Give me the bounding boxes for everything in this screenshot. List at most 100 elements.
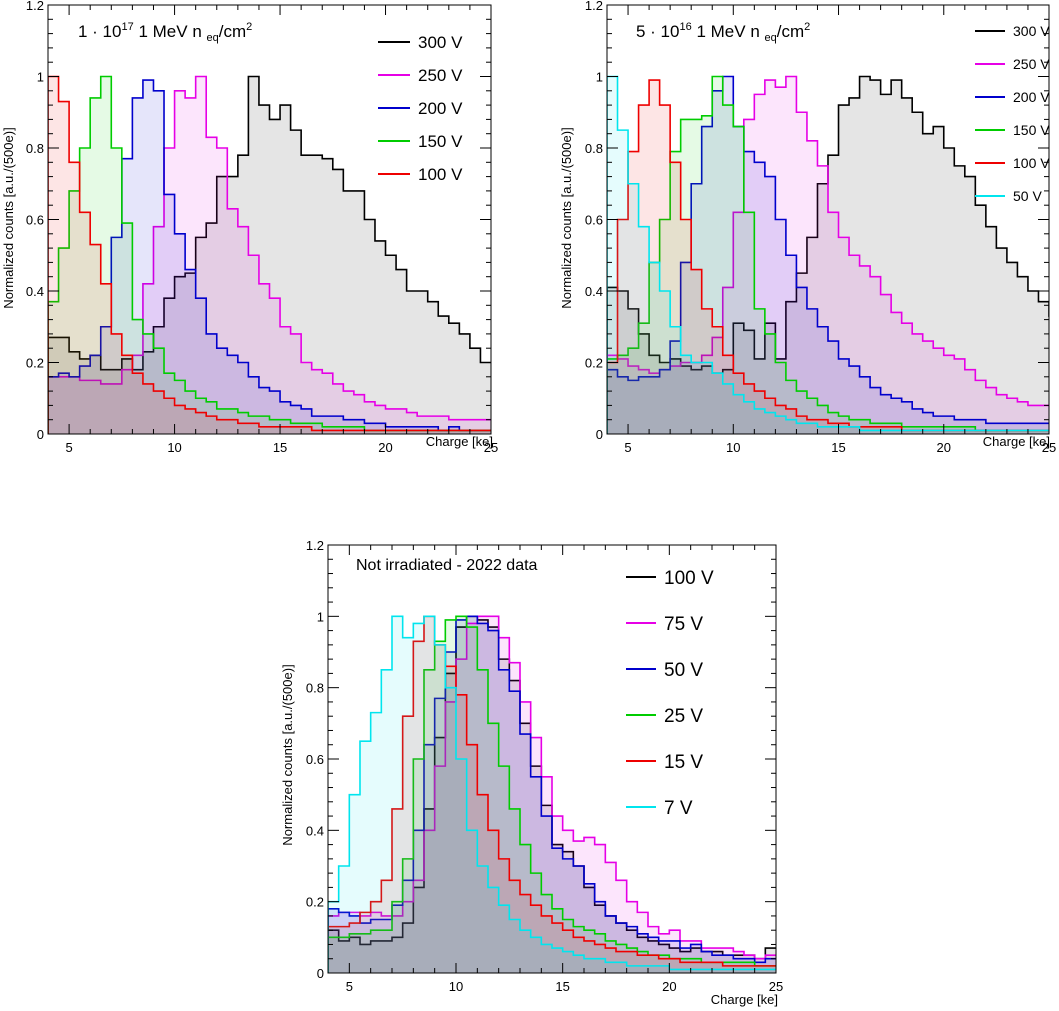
- panel-1: 1 · 1017 1 MeV n eq/cm2 Charge [ke] Norm…: [1, 0, 498, 455]
- panel-1-series-250v-fill: [48, 76, 491, 434]
- panel-2-tick-labels: 5 10 15 20 25 0 0.2 0.4 0.6 0.8 1 1.2: [585, 0, 1056, 455]
- panel-1-plot-area: [48, 75, 491, 434]
- panel-1-series-200v-fill: [48, 80, 491, 434]
- panel-1-legend-label-150v: 150 V: [418, 132, 463, 151]
- panel-1-series-100v-line: [48, 75, 491, 434]
- panel-1-legend-label-300v: 300 V: [418, 33, 463, 52]
- panel-2-series-150v-line: [607, 75, 1049, 434]
- panel-3-tick-labels: 5 10 15 20 25 0 0.2 0.4 0.6 0.8 1 1.2: [306, 538, 783, 994]
- panel-2-x-tick-label: 15: [831, 440, 845, 455]
- panel-3-legend-label-75v: 75 V: [664, 614, 703, 635]
- panel-1-series-100v-fill: [48, 76, 491, 434]
- panel-3-series-25v-fill: [328, 616, 776, 973]
- panel-2-legend-label-150v: 150 V: [1013, 122, 1050, 138]
- panel-1-title: 1 · 1017 1 MeV n eq/cm2: [78, 21, 252, 44]
- panel-1-y-tick-label: 1.2: [26, 0, 44, 13]
- panel-2-legend-label-250v: 250 V: [1013, 56, 1050, 72]
- panel-1-series-150v-fill: [48, 76, 491, 434]
- panel-1-legend: 300 V 250 V 200 V 150 V 100 V: [378, 33, 463, 184]
- panel-1-x-tick-label: 15: [273, 440, 287, 455]
- panel-1-y-tick-label: 0: [37, 427, 44, 442]
- panel-1-y-tick-label: 0.8: [26, 141, 44, 156]
- panel-2-series-50v-fill: [607, 76, 1049, 434]
- panel-1-y-tick-label: 1: [37, 70, 44, 85]
- panel-2: 5 · 1016 1 MeV n eq/cm2 Charge [ke] Norm…: [559, 0, 1056, 455]
- panel-3-legend-label-50v: 50 V: [664, 660, 703, 681]
- panel-3-y-tick-label: 1: [317, 609, 324, 624]
- panel-1-frame: [47, 4, 492, 435]
- panel-1-y-tick-label: 0.6: [26, 213, 44, 228]
- panel-1-y-tick-label: 0.4: [26, 284, 44, 299]
- panel-2-y-tick-label: 1: [596, 70, 603, 85]
- panel-1-legend-label-200v: 200 V: [418, 99, 463, 118]
- panel-2-y-tick-label: 0.6: [585, 213, 603, 228]
- panel-2-x-tick-label: 20: [937, 440, 951, 455]
- panel-3-y-tick-label: 0.8: [306, 681, 324, 696]
- panel-1-series-300v-line: [48, 75, 491, 434]
- panel-1-legend-label-100v: 100 V: [418, 165, 463, 184]
- panel-2-y-axis-label: Normalized counts [a.u./(500e)]: [559, 127, 574, 308]
- panel-2-y-tick-label: 0.8: [585, 141, 603, 156]
- panel-3-y-axis-label: Normalized counts [a.u./(500e)]: [280, 664, 295, 845]
- panel-3-legend-label-100v: 100 V: [664, 568, 714, 589]
- panel-3-legend-label-25v: 25 V: [664, 706, 703, 727]
- panel-2-series-200v-line: [607, 75, 1049, 434]
- panel-2-series-100v-fill: [607, 80, 1049, 434]
- panel-2-plot-area: [607, 75, 1049, 434]
- panel-1-legend-label-250v: 250 V: [418, 66, 463, 85]
- panel-2-title: 5 · 1016 1 MeV n eq/cm2: [636, 21, 810, 44]
- panel-3-series-15v-fill: [328, 616, 776, 973]
- panel-3-series-100v-fill: [328, 616, 776, 973]
- panel-3: Not irradiated - 2022 data Charge [ke] N…: [280, 538, 783, 1007]
- panel-3-series-50v-fill: [328, 616, 776, 973]
- panel-3-legend-label-7v: 7 V: [664, 798, 693, 819]
- panel-1-x-tick-label: 5: [65, 440, 72, 455]
- panel-2-y-tick-label: 1.2: [585, 0, 603, 13]
- panel-2-legend: 300 V 250 V 200 V 150 V 100 V 50 V: [975, 23, 1050, 204]
- panel-3-legend-label-15v: 15 V: [664, 752, 703, 773]
- panel-3-series-7v-line: [328, 615, 776, 973]
- panel-1-series-300v-fill: [48, 76, 491, 434]
- panel-3-x-tick-label: 20: [662, 979, 676, 994]
- panel-2-y-tick-label: 0: [596, 427, 603, 442]
- panel-3-y-tick-label: 0.2: [306, 895, 324, 910]
- panel-3-y-tick-label: 0: [317, 966, 324, 981]
- panel-2-legend-label-50v: 50 V: [1013, 188, 1042, 204]
- panel-2-series-200v-fill: [607, 76, 1049, 434]
- panel-2-x-axis-label: Charge [ke]: [983, 434, 1050, 449]
- panel-3-series-15v-line: [328, 615, 776, 973]
- panel-1-y-tick-label: 0.2: [26, 356, 44, 371]
- panel-3-series-7v-fill: [328, 616, 776, 973]
- panel-2-y-tick-label: 0.2: [585, 356, 603, 371]
- panel-2-series-150v-fill: [607, 76, 1049, 434]
- panel-3-x-tick-label: 10: [449, 979, 463, 994]
- panel-3-x-axis-label: Charge [ke]: [711, 992, 778, 1007]
- panel-3-frame: [327, 544, 777, 974]
- panel-3-x-tick-label: 25: [769, 979, 783, 994]
- panel-1-y-axis-label: Normalized counts [a.u./(500e)]: [1, 127, 16, 308]
- panel-2-y-tick-label: 0.4: [585, 284, 603, 299]
- panel-2-series-300v-fill: [607, 76, 1049, 434]
- panel-3-x-tick-label: 5: [346, 979, 353, 994]
- panel-3-x-tick-label: 15: [555, 979, 569, 994]
- panel-3-y-tick-label: 1.2: [306, 538, 324, 553]
- panel-1-x-tick-label: 10: [167, 440, 181, 455]
- panel-1-x-tick-label: 20: [378, 440, 392, 455]
- panel-2-legend-label-100v: 100 V: [1013, 155, 1050, 171]
- panel-2-frame: [606, 4, 1050, 435]
- panel-2-series-50v-line: [607, 75, 1049, 434]
- panel-2-x-tick-label: 25: [1042, 440, 1056, 455]
- panel-1-tick-labels: 5 10 15 20 25 0 0.2 0.4 0.6 0.8 1 1.2: [26, 0, 498, 455]
- panel-3-y-tick-label: 0.6: [306, 752, 324, 767]
- panel-2-legend-label-300v: 300 V: [1013, 23, 1050, 39]
- panel-2-x-tick-label: 10: [726, 440, 740, 455]
- panel-3-legend: 100 V 75 V 50 V 25 V 15 V 7 V: [626, 568, 714, 819]
- panel-3-title: Not irradiated - 2022 data: [356, 557, 538, 574]
- panel-3-plot-area: [328, 615, 776, 973]
- panel-2-legend-label-200v: 200 V: [1013, 89, 1050, 105]
- panel-2-x-tick-label: 5: [624, 440, 631, 455]
- panel-1-x-axis-label: Charge [ke]: [426, 434, 493, 449]
- panel-1-x-tick-label: 25: [484, 440, 498, 455]
- panel-2-series-300v-line: [607, 75, 1049, 434]
